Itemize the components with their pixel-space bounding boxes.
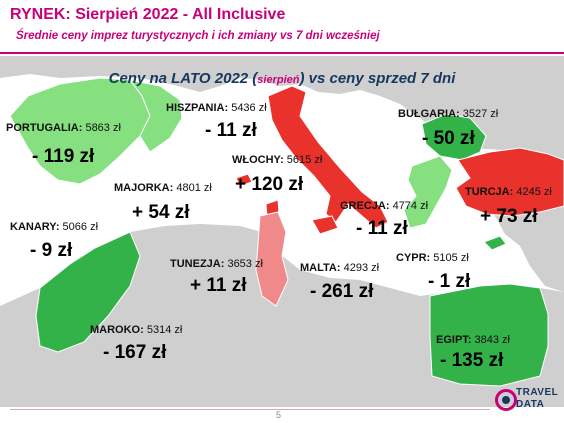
destination-label-wlochy: WŁOCHY: 5615 zł (232, 154, 322, 166)
slide-title: RYNEK: Sierpień 2022 - All Inclusive (10, 6, 286, 23)
destination-name: TUNEZJA: (170, 258, 225, 270)
land-africa (0, 224, 564, 407)
destination-label-portugalia: PORTUGALIA: 5863 zł (6, 122, 121, 134)
destination-label-turcja: TURCJA: 4245 zł (465, 186, 552, 198)
map-area: Ceny na LATO 2022 (sierpień) vs ceny spr… (0, 56, 564, 407)
destination-change-maroko: - 167 zł (103, 342, 167, 363)
destination-name: BUŁGARIA: (398, 108, 460, 120)
destination-label-kanary: KANARY: 5066 zł (10, 221, 98, 233)
slide-subtitle: Średnie ceny imprez turystycznych i ich … (16, 30, 380, 42)
destination-price: 5436 zł (228, 102, 267, 114)
destination-price: 4245 zł (513, 186, 552, 198)
destination-change-malta: - 261 zł (310, 281, 374, 302)
destination-price: 4774 zł (389, 200, 429, 212)
map-heading-rest: ) vs ceny sprzed 7 dni (299, 70, 456, 87)
destination-label-maroko: MAROKO: 5314 zł (90, 324, 182, 336)
destination-change-portugalia: - 119 zł (32, 146, 95, 167)
destination-name: CYPR: (396, 252, 431, 264)
destination-name: TURCJA: (465, 186, 514, 198)
destination-name: EGIPT: (436, 334, 472, 346)
destination-change-tunezja: + 11 zł (190, 275, 247, 296)
country-shape-hiszpania (128, 79, 183, 153)
destination-label-malta: MALTA: 4293 zł (300, 262, 379, 274)
countries-layer (9, 77, 564, 387)
map-heading: Ceny na LATO 2022 (sierpień) vs ceny spr… (0, 70, 564, 87)
footer-divider (10, 409, 490, 410)
country-shape-majorka (235, 173, 253, 187)
title-divider (0, 52, 564, 54)
travel-data-logo: TRAVEL DATA (494, 383, 560, 419)
destination-label-cypr: CYPR: 5105 zł (396, 252, 469, 264)
destination-name: KANARY: (10, 221, 60, 233)
destination-name: MALTA: (300, 262, 341, 274)
country-shape-cypr (483, 235, 507, 251)
country-shape-sicilia (311, 215, 339, 235)
destination-price: 3843 zł (471, 334, 510, 346)
destination-name: MAROKO: (90, 324, 144, 336)
destination-change-grecja: - 11 zł (356, 218, 408, 239)
destination-price: 4801 zł (173, 182, 212, 194)
destination-price: 5105 zł (430, 252, 469, 264)
country-shape-bulgaria (421, 113, 487, 161)
destination-label-egipt: EGIPT: 3843 zł (436, 334, 510, 346)
map-heading-month: sierpień (257, 74, 300, 86)
destination-change-bulgaria: - 50 zł (422, 128, 475, 149)
destination-name: GRECJA: (340, 200, 390, 212)
destination-name: WŁOCHY: (232, 154, 284, 166)
destination-label-bulgaria: BUŁGARIA: 3527 zł (398, 108, 498, 120)
destination-change-majorka: + 54 zł (132, 202, 190, 223)
destination-name: HISZPANIA: (166, 102, 229, 114)
destination-change-cypr: - 1 zł (428, 271, 471, 292)
logo-ring-icon (495, 389, 517, 411)
logo-dot-icon (502, 396, 510, 404)
logo-text-travel: TRAVEL (516, 387, 559, 398)
country-shape-turcja (455, 147, 564, 217)
destination-label-majorka: MAJORKA: 4801 zł (114, 182, 212, 194)
destination-price: 5615 zł (283, 154, 323, 166)
logo-text-data: DATA (516, 399, 545, 410)
destination-change-hiszpania: - 11 zł (205, 120, 257, 141)
destination-change-egipt: - 135 zł (440, 350, 504, 371)
mediterranean-map (0, 56, 564, 407)
destination-change-kanary: - 9 zł (30, 240, 73, 261)
country-shape-portugalia (9, 77, 151, 185)
destination-price: 3653 zł (224, 258, 263, 270)
land-europe-north (0, 56, 564, 166)
destination-label-grecja: GRECJA: 4774 zł (340, 200, 428, 212)
destination-price: 5863 zł (82, 122, 121, 134)
country-shape-egipt (429, 283, 549, 387)
country-shape-tunezja (255, 211, 289, 307)
map-heading-main: Ceny na LATO 2022 ( (108, 70, 258, 87)
destination-label-tunezja: TUNEZJA: 3653 zł (170, 258, 263, 270)
country-shape-grecja (403, 155, 453, 229)
page-number: 5 (276, 410, 282, 420)
country-shape-wlochy (267, 85, 389, 229)
destination-price: 4293 zł (340, 262, 380, 274)
destination-label-hiszpania: HISZPANIA: 5436 zł (166, 102, 267, 114)
destination-price: 3527 zł (459, 108, 499, 120)
destination-price: 5066 zł (59, 221, 99, 233)
destination-change-turcja: + 73 zł (480, 206, 538, 227)
destination-name: MAJORKA: (114, 182, 174, 194)
destination-price: 5314 zł (143, 324, 183, 336)
destination-name: PORTUGALIA: (6, 122, 83, 134)
country-shape-maroko (35, 231, 141, 353)
destination-change-wlochy: + 120 zł (235, 174, 304, 195)
